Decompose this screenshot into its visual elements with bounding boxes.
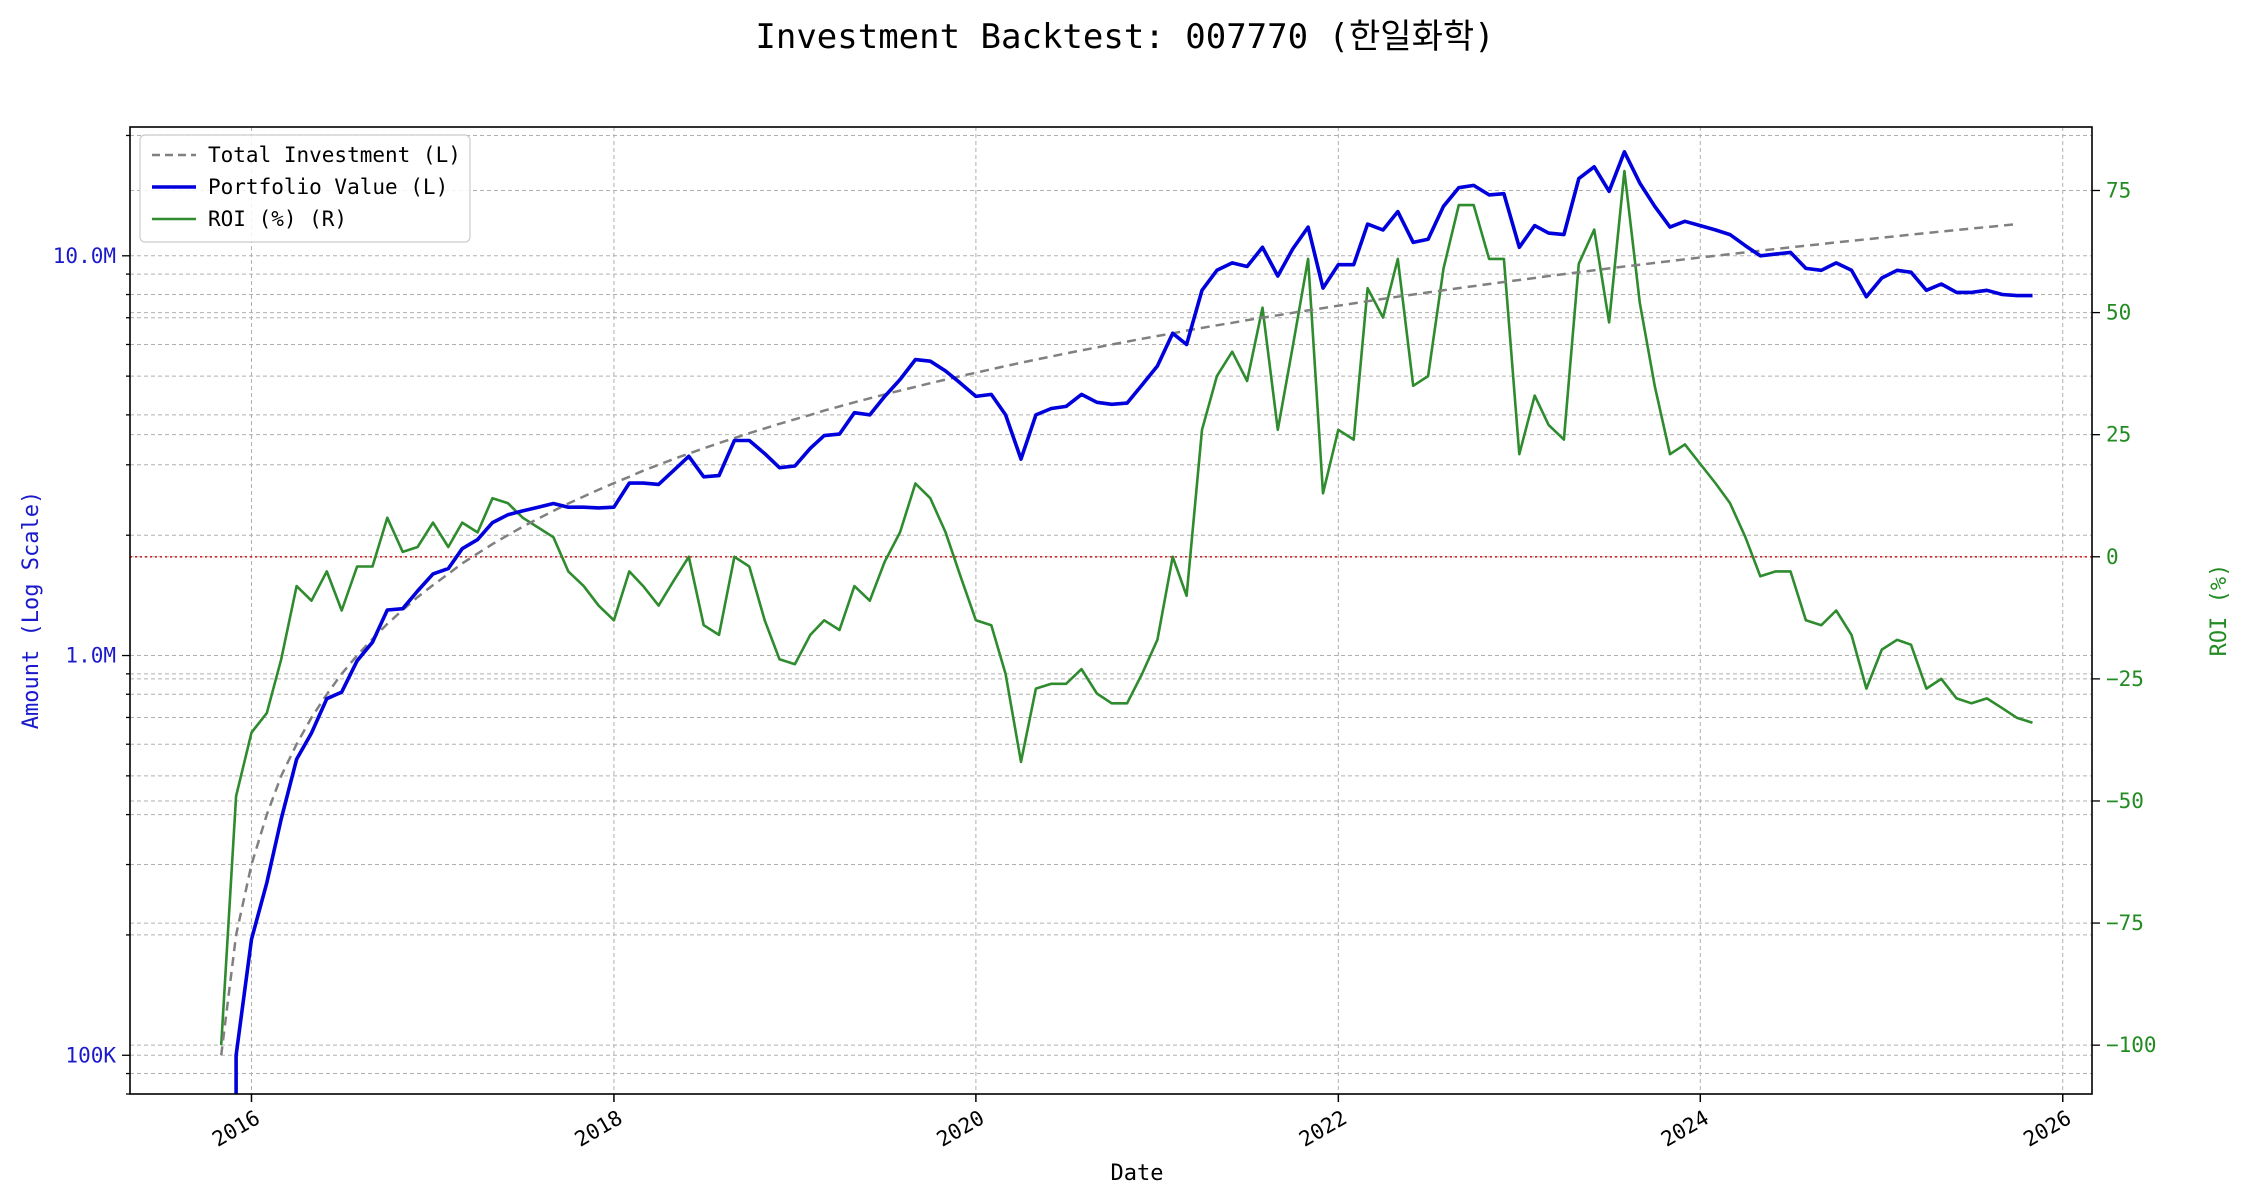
x-axis-label: Date: [1111, 1161, 1164, 1186]
plot-area: [130, 150, 2092, 1094]
y-right-tick-label-25: 25: [2106, 423, 2131, 447]
y-axis-right-label: ROI (%): [2207, 564, 2232, 657]
y-left-tick-label-100k: 100K: [65, 1043, 116, 1067]
y-right-tick-label-neg50: −50: [2106, 789, 2144, 813]
legend-box: [139, 134, 471, 243]
y-axis-left-label: Amount (Log Scale): [19, 491, 44, 729]
chart-title: Investment Backtest: 007770 (한일화학): [755, 17, 1494, 57]
y-left-tick-label-10-0m: 10.0M: [53, 244, 116, 268]
axes-frame: [129, 126, 2093, 1095]
series-portfolio-value: [234, 150, 2033, 1094]
legend-label-portfolio-value: Portfolio Value (L): [208, 175, 448, 199]
y-right-tick-label-neg75: −75: [2106, 911, 2144, 935]
y-left-tick-label-1-0m: 1.0M: [65, 644, 116, 668]
grid: [130, 127, 2092, 1095]
y-right-tick-label-75: 75: [2106, 178, 2131, 202]
y-right-tick-label-50: 50: [2106, 301, 2131, 325]
series-total-investment: [219, 222, 2018, 1056]
legend: Total Investment (L) Portfolio Value (L)…: [139, 134, 471, 243]
y-right-tick-label-0: 0: [2106, 545, 2119, 569]
legend-label-roi: ROI (%) (R): [208, 207, 347, 231]
y-right-tick-label-neg100: −100: [2106, 1033, 2157, 1057]
legend-label-total-investment: Total Investment (L): [208, 143, 461, 167]
series-roi: [219, 169, 2033, 1046]
y-right-tick-label-neg25: −25: [2106, 667, 2144, 691]
